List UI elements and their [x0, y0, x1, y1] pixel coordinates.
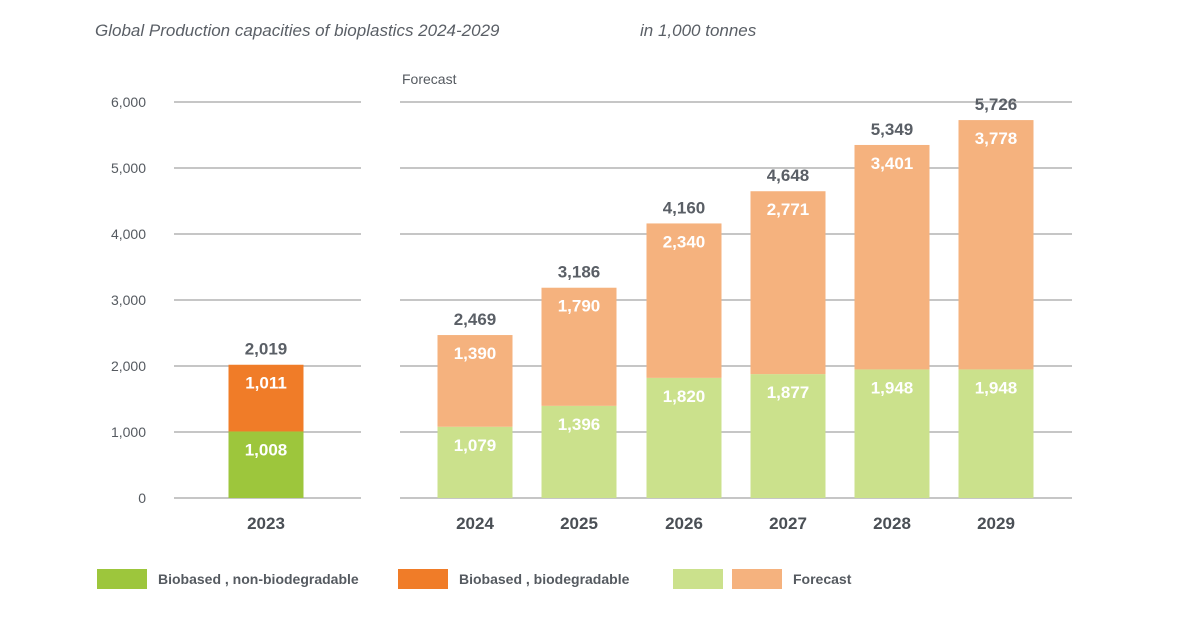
- segment-label: 2,340: [663, 232, 706, 251]
- legend-label: Biobased , non-biodegradable: [158, 571, 359, 587]
- bar-segment-2028-upper: [854, 144, 930, 370]
- y-tick-label: 3,000: [111, 292, 146, 308]
- legend-item-biobased-non-biodegradable: Biobased , non-biodegradable: [97, 569, 359, 589]
- bar-segment-2024-lower: [437, 426, 513, 498]
- x-tick-label: 2023: [247, 514, 285, 533]
- x-tick-label: 2026: [665, 514, 703, 533]
- total-label: 4,160: [663, 198, 706, 217]
- total-label: 4,648: [767, 166, 810, 185]
- total-label: 5,726: [975, 95, 1018, 114]
- bar-segment-2026-lower: [646, 377, 722, 498]
- x-tick-label: 2029: [977, 514, 1015, 533]
- unit-label: in 1,000 tonnes: [640, 21, 757, 40]
- x-tick-label: 2027: [769, 514, 807, 533]
- bar-segment-2023-upper: [228, 364, 304, 432]
- segment-label: 1,877: [767, 383, 810, 402]
- segment-label: 1,011: [245, 374, 287, 393]
- y-tick-label: 5,000: [111, 160, 146, 176]
- legend-label: Forecast: [793, 571, 852, 587]
- total-label: 2,469: [454, 310, 497, 329]
- total-label: 3,186: [558, 263, 601, 282]
- total-label: 5,349: [871, 120, 914, 139]
- y-tick-label: 2,000: [111, 358, 146, 374]
- segment-label: 3,401: [871, 154, 914, 173]
- bar-segment-2026-upper: [646, 223, 722, 378]
- bar-segment-2027-lower: [750, 374, 826, 498]
- segment-label: 1,396: [558, 415, 601, 434]
- segment-label: 1,948: [975, 378, 1018, 397]
- chart-title: Global Production capacities of bioplast…: [95, 21, 500, 40]
- y-tick-label: 0: [138, 490, 146, 506]
- bar-segment-2028-lower: [854, 369, 930, 498]
- segment-label: 1,820: [663, 387, 706, 406]
- total-label: 2,019: [245, 340, 288, 359]
- bar-segment-2024-upper: [437, 335, 513, 427]
- bar-segment-2029-lower: [958, 369, 1034, 498]
- forecast-label: Forecast: [402, 71, 457, 87]
- legend-swatch-forecast-orange: [732, 569, 782, 589]
- bar-segment-2025-upper: [541, 287, 617, 406]
- segment-label: 2,771: [767, 200, 810, 219]
- segment-label: 3,778: [975, 129, 1018, 148]
- x-tick-label: 2028: [873, 514, 911, 533]
- segment-label: 1,948: [871, 378, 914, 397]
- y-tick-label: 4,000: [111, 226, 146, 242]
- chart-area: 0 1,000 2,000 3,000 4,000 5,000 6,000 Forecast 1…: [111, 71, 1072, 533]
- legend: Biobased , non-biodegradable Biobased , …: [0, 569, 1180, 591]
- bar-segment-2029-upper: [958, 120, 1034, 370]
- segment-label: 1,008: [245, 440, 288, 459]
- segment-label: 1,390: [454, 344, 497, 363]
- bar-segment-2025-lower: [541, 405, 617, 498]
- legend-swatch-biodegradable: [398, 569, 448, 589]
- legend-swatch-non-biodegradable: [97, 569, 147, 589]
- legend-item-forecast: Forecast: [673, 569, 851, 589]
- bar-segment-2027-upper: [750, 191, 826, 375]
- segment-label: 1,079: [454, 436, 497, 455]
- y-tick-label: 6,000: [111, 94, 146, 110]
- bar-segment-2023-lower: [228, 431, 304, 498]
- y-tick-label: 1,000: [111, 424, 146, 440]
- segment-label: 1,790: [558, 297, 601, 316]
- x-tick-label: 2025: [560, 514, 598, 533]
- legend-item-biobased-biodegradable: Biobased , biodegradable: [398, 569, 629, 589]
- legend-swatch-forecast-green: [673, 569, 723, 589]
- x-tick-label: 2024: [456, 514, 494, 533]
- legend-label: Biobased , biodegradable: [459, 571, 630, 587]
